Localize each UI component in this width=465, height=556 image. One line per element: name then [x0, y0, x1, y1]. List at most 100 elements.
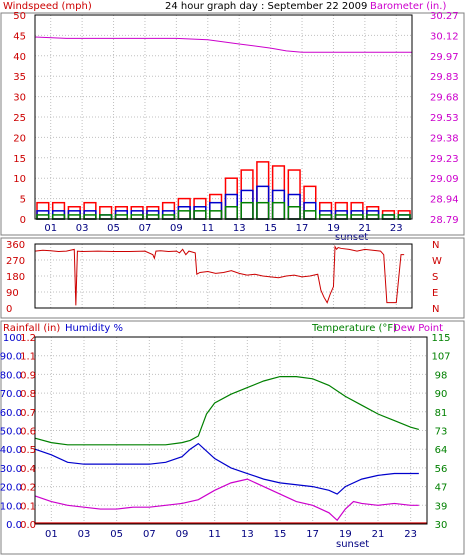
rain-y-tick: 0.0 — [20, 520, 36, 531]
temperature-y-tick: 98 — [435, 370, 448, 381]
wind-y-tick: 30 — [13, 93, 26, 104]
temperature-line — [34, 376, 419, 446]
wind-grid — [35, 15, 412, 219]
wind-direction-line — [34, 244, 405, 306]
humidity-y-tick: 30.0 — [0, 464, 22, 475]
rain-y-tick: 0.9 — [20, 370, 36, 381]
temp-x-tick: 01 — [45, 529, 58, 540]
wind-y-tick: 5 — [20, 195, 26, 206]
humidity-y-tick: 20.0 — [0, 483, 22, 494]
wind-y-tick: 45 — [13, 31, 26, 42]
temperature-y-tick: 64 — [435, 445, 448, 456]
wind-x-tick: 13 — [233, 223, 246, 234]
direction-plot-area — [34, 243, 413, 309]
barometer-axis-label: Barometer (in.) — [370, 1, 446, 12]
barometer-y-tick: 28.94 — [430, 195, 459, 206]
direction-y-tick: 360 — [6, 240, 25, 251]
wind-y-tick: 50 — [13, 11, 26, 22]
barometer-y-tick: 29.97 — [430, 52, 459, 63]
barometer-y-tick: 30.27 — [430, 11, 459, 22]
temp-lines — [34, 376, 427, 524]
barometer-y-tick: 28.79 — [430, 215, 459, 226]
temperature-axis-label: Temperature (°F) — [311, 323, 397, 334]
barometer-y-tick: 29.38 — [430, 133, 459, 144]
compass-y-tick: N — [432, 240, 439, 251]
barometer-y-ticks: 28.79 28.94 29.09 29.23 29.38 29.53 29.68 29.83… — [430, 11, 459, 226]
temp-x-tick: 23 — [404, 529, 417, 540]
wind-x-tick: 23 — [390, 223, 403, 234]
wind-x-tick: 07 — [139, 223, 152, 234]
temp-x-tick: 21 — [372, 529, 385, 540]
dewpoint-axis-label: Dew Point — [393, 323, 443, 334]
humidity-y-tick: 100 — [3, 333, 22, 344]
temp-x-tick: 11 — [208, 529, 221, 540]
wind-x-tick: 19 — [327, 223, 340, 234]
rain-y-tick: 1.1 — [20, 352, 36, 363]
temperature-y-ticks: 30 39 47 56 64 73 81 90 98 107 115 — [431, 333, 450, 531]
temp-x-tick: 13 — [241, 529, 254, 540]
barometer-y-tick: 29.53 — [430, 113, 459, 124]
temperature-y-tick: 47 — [435, 483, 448, 494]
barometer-y-tick: 30.12 — [430, 31, 459, 42]
humidity-y-tick: 90.0 — [0, 352, 22, 363]
rain-y-tick: 1.2 — [20, 333, 36, 344]
temp-x-ticks: 01 03 05 07 09 11 13 15 17 19 21 23 — [45, 529, 417, 540]
temp-x-tick: 09 — [176, 529, 189, 540]
temperature-y-tick: 73 — [435, 427, 448, 438]
direction-y-tick: 0 — [6, 304, 12, 315]
wind-x-tick: 01 — [44, 223, 57, 234]
wind-y-tick: 0 — [20, 215, 26, 226]
barometer-line — [34, 36, 412, 53]
rain-y-tick: 0.1 — [20, 501, 36, 512]
direction-y-ticks: 0 90 180 270 360 — [6, 240, 25, 315]
wind-y-tick: 15 — [13, 154, 26, 165]
humidity-y-tick: 60.0 — [0, 408, 22, 419]
wind-y-tick: 40 — [13, 52, 26, 63]
wind-y-tick: 25 — [13, 113, 26, 124]
temp-x-tick: 17 — [306, 529, 319, 540]
wind-x-tick: 15 — [264, 223, 277, 234]
temperature-y-tick: 30 — [435, 520, 448, 531]
temperature-y-tick: 56 — [435, 464, 448, 475]
temperature-y-tick: 107 — [431, 352, 450, 363]
barometer-y-tick: 29.83 — [430, 72, 459, 83]
wind-x-tick: 05 — [107, 223, 120, 234]
compass-y-tick: W — [432, 256, 442, 267]
compass-y-tick: N — [432, 304, 439, 315]
compass-y-tick: S — [432, 272, 438, 283]
rain-y-tick: 0.5 — [20, 445, 36, 456]
sunset-label-2: sunset — [336, 539, 369, 550]
temp-x-tick: 07 — [143, 529, 156, 540]
temperature-y-tick: 39 — [435, 501, 448, 512]
humidity-y-tick: 80.0 — [0, 370, 22, 381]
temperature-y-tick: 90 — [435, 389, 448, 400]
wind-x-tick: 17 — [296, 223, 309, 234]
humidity-y-tick: 10.0 — [0, 501, 22, 512]
direction-panel-frame — [0, 237, 465, 319]
humidity-y-tick: 40.0 — [0, 445, 22, 456]
wind-panel-frame — [0, 12, 465, 236]
wind-x-ticks: 01 03 05 07 09 11 13 15 17 19 21 23 — [44, 223, 402, 234]
wind-plot-area — [34, 14, 413, 220]
rain-y-tick: 0.6 — [20, 427, 36, 438]
humidity-y-ticks: 0.0 10.0 20.0 30.0 40.0 50.0 60.0 70.0 80.0 90.0 1… — [0, 333, 22, 531]
rain-y-tick: 0.8 — [20, 389, 36, 400]
rain-y-tick: 0.7 — [20, 408, 36, 419]
temp-x-tick: 03 — [78, 529, 91, 540]
compass-y-tick: E — [432, 288, 438, 299]
windspeed-axis-label: Windspeed (mph) — [3, 1, 92, 12]
humidity-axis-label: Humidity % — [65, 323, 123, 334]
wind-y-tick: 10 — [13, 174, 26, 185]
wind-y-tick: 35 — [13, 72, 26, 83]
wind-x-tick: 11 — [201, 223, 214, 234]
direction-y-tick: 180 — [6, 272, 25, 283]
barometer-y-tick: 29.09 — [430, 174, 459, 185]
temperature-y-tick: 115 — [431, 333, 450, 344]
rain-y-tick: 0.4 — [20, 464, 36, 475]
temp-plot-area — [34, 336, 428, 525]
dewpoint-line — [34, 478, 419, 522]
rainfall-axis-label: Rainfall (in) — [3, 323, 60, 334]
